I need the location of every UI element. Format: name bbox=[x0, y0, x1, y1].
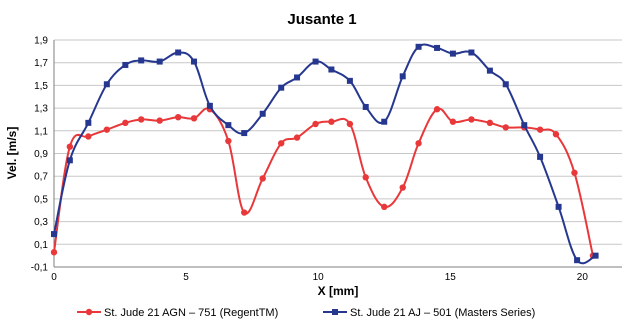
legend-item: St. Jude 21 AJ – 501 (Masters Series) bbox=[323, 307, 535, 319]
legend-item: St. Jude 21 AGN – 751 (RegentTM) bbox=[77, 307, 278, 319]
data-point bbox=[502, 81, 509, 88]
data-point bbox=[312, 120, 319, 128]
x-tick-labels: 0 5 10 15 20 bbox=[51, 272, 588, 283]
y-tick-label: 1,3 bbox=[34, 104, 48, 115]
data-point bbox=[434, 44, 441, 51]
x-tick-label: 5 bbox=[183, 272, 189, 283]
data-point bbox=[66, 143, 74, 150]
data-point bbox=[555, 203, 562, 210]
y-axis-title: Vel. [m/s] bbox=[5, 127, 19, 180]
x-tick-label: 0 bbox=[51, 272, 57, 283]
data-point bbox=[574, 257, 581, 264]
data-point bbox=[399, 73, 406, 80]
data-point bbox=[137, 116, 145, 123]
x-tick-label: 15 bbox=[445, 272, 457, 283]
data-point bbox=[225, 137, 232, 145]
data-point bbox=[415, 140, 422, 147]
data-point bbox=[381, 118, 388, 125]
data-point bbox=[66, 157, 73, 164]
data-point bbox=[293, 134, 301, 141]
data-point bbox=[241, 130, 248, 137]
y-tick-label: 0,3 bbox=[34, 217, 48, 228]
data-point bbox=[278, 140, 285, 147]
y-tick-label: 1,1 bbox=[34, 126, 48, 137]
y-tick-labels: -0,1 0,1 0,3 0,5 0,7 0,9 1,1 1,3 1,5 1,7 1,9 bbox=[31, 36, 49, 274]
y-tick-label: 0,7 bbox=[34, 172, 48, 183]
data-point bbox=[122, 61, 129, 68]
data-point bbox=[449, 50, 456, 57]
data-point bbox=[328, 118, 335, 125]
data-point bbox=[138, 57, 145, 64]
gridlines bbox=[54, 39, 622, 245]
data-point bbox=[122, 119, 129, 127]
data-point bbox=[346, 120, 354, 128]
data-point bbox=[312, 58, 319, 65]
data-point bbox=[191, 58, 198, 65]
data-point bbox=[156, 58, 163, 65]
x-axis-title: X [mm] bbox=[318, 284, 359, 298]
data-point bbox=[468, 49, 475, 56]
legend-label: St. Jude 21 AGN – 751 (RegentTM) bbox=[104, 307, 278, 319]
data-point bbox=[449, 118, 457, 125]
data-point bbox=[328, 66, 335, 73]
data-point bbox=[259, 175, 266, 182]
y-tick-label: -0,1 bbox=[31, 263, 49, 274]
y-tick-label: 1,9 bbox=[34, 36, 48, 47]
x-tick-label: 20 bbox=[577, 272, 589, 283]
series-2 bbox=[51, 43, 599, 265]
data-point bbox=[50, 249, 58, 256]
y-tick-label: 1,7 bbox=[34, 58, 48, 69]
y-tick-label: 1,5 bbox=[34, 81, 48, 92]
data-point bbox=[346, 77, 353, 84]
legend: St. Jude 21 AGN – 751 (RegentTM) St. Jude… bbox=[77, 307, 535, 319]
data-point bbox=[294, 74, 301, 81]
data-point bbox=[175, 49, 182, 56]
legend-marker bbox=[85, 308, 93, 316]
data-point bbox=[362, 174, 369, 181]
data-point bbox=[85, 119, 92, 126]
data-point bbox=[241, 209, 248, 216]
series-1 bbox=[50, 106, 597, 259]
data-point bbox=[174, 113, 182, 121]
data-point bbox=[225, 122, 232, 129]
y-tick-label: 0,5 bbox=[34, 194, 48, 205]
y-tick-label: 0,9 bbox=[34, 149, 48, 160]
data-point bbox=[259, 110, 266, 117]
data-point bbox=[190, 115, 198, 122]
data-point bbox=[381, 203, 388, 211]
data-point bbox=[433, 106, 441, 113]
data-point bbox=[103, 81, 110, 88]
data-point bbox=[468, 116, 475, 123]
data-point bbox=[486, 119, 494, 127]
legend-marker bbox=[332, 309, 338, 315]
data-point bbox=[206, 102, 213, 109]
data-point bbox=[521, 122, 528, 129]
data-point bbox=[552, 131, 560, 138]
data-point bbox=[502, 124, 509, 131]
data-point bbox=[537, 153, 544, 160]
data-point bbox=[399, 184, 406, 191]
legend-label: St. Jude 21 AJ – 501 (Masters Series) bbox=[350, 307, 535, 319]
data-point bbox=[536, 126, 544, 133]
data-point bbox=[156, 117, 163, 124]
data-point bbox=[486, 67, 493, 74]
data-point bbox=[415, 43, 422, 50]
data-point bbox=[51, 231, 57, 238]
data-point bbox=[362, 103, 369, 110]
y-tick-label: 0,1 bbox=[34, 240, 48, 251]
data-point bbox=[571, 169, 578, 176]
data-point bbox=[592, 252, 599, 259]
series-plot-area bbox=[50, 43, 599, 265]
chart-title: Jusante 1 bbox=[287, 11, 356, 28]
data-point bbox=[278, 84, 285, 91]
data-point bbox=[85, 133, 92, 140]
data-point bbox=[103, 126, 111, 133]
x-tick-label: 10 bbox=[313, 272, 325, 283]
